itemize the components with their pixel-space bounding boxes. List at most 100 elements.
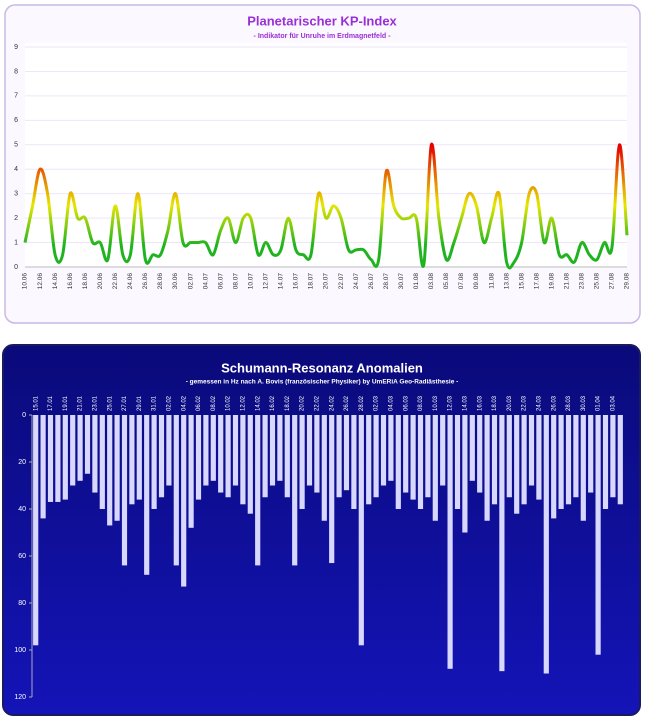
x-tick-label: 14.07 [278,273,285,290]
bar [299,415,305,509]
bar [158,415,165,498]
y-tick-label: 8 [14,68,18,75]
bar [262,415,268,498]
x-tick-label: 22.07 [338,273,345,290]
x-tick-label: 27.01 [122,395,128,411]
x-tick-label: 20.07 [323,273,330,290]
bar [432,415,438,521]
bar [144,415,150,575]
bar [558,415,564,509]
bar [595,415,601,655]
bar [440,415,446,486]
x-tick-label: 21.08 [564,273,571,290]
bar [173,415,179,566]
bar [373,415,379,498]
x-tick-label: 28.06 [157,273,164,290]
bar [499,415,505,672]
x-tick-label: 31.01 [152,395,158,411]
bar [573,415,579,498]
bar [380,415,387,486]
x-tick-label: 12.02 [240,395,246,411]
bar [388,415,394,481]
x-tick-label: 27.08 [609,273,616,290]
x-tick-label: 04.03 [388,395,394,411]
bar [188,415,194,528]
x-tick-label: 23.08 [579,273,586,290]
x-tick-label: 01.08 [413,273,420,290]
bar [403,415,409,493]
x-tick-label: 10.03 [433,395,439,411]
bar [151,415,157,509]
y-tick-label: 6 [14,117,18,124]
x-tick-label: 28.03 [566,395,572,411]
bar [314,415,320,493]
x-tick-label: 24.03 [536,395,542,411]
x-tick-label: 12.07 [263,273,270,290]
x-tick-label: 30.03 [581,395,587,411]
x-tick-label: 05.08 [443,273,450,290]
bar [543,415,549,674]
bar [514,415,520,514]
bar [129,415,135,505]
bar [92,415,98,493]
x-tick-label: 10.02 [226,395,232,411]
x-tick-label: 11.08 [488,273,495,289]
chart-title: Schumann-Resonanz Anomalien [221,360,423,375]
bar [336,415,342,498]
x-tick-label: 20.06 [97,273,104,290]
bar [321,415,327,521]
bar [306,415,313,486]
x-tick-label: 17.01 [48,395,54,411]
x-tick-label: 18.03 [492,395,498,411]
x-tick-label: 14.06 [52,273,59,290]
x-tick-label: 10.06 [22,273,29,290]
bar [536,415,542,500]
bar [107,415,113,526]
x-tick-label: 25.08 [594,273,601,290]
x-tick-label: 30.07 [398,273,405,290]
y-tick-label: 3 [14,191,18,198]
x-tick-label: 28.02 [359,395,365,411]
bar [491,415,498,505]
bar [329,415,335,564]
x-tick-label: 25.01 [107,395,113,411]
x-tick-label: 16.02 [270,395,276,411]
x-tick-label: 19.01 [63,395,69,411]
bar [284,415,290,498]
bar [484,415,490,521]
x-tick-label: 17.08 [533,273,540,290]
y-tick-label: 120 [14,694,26,701]
x-tick-label: 16.07 [293,273,300,290]
x-tick-label: 12.03 [448,395,454,411]
bar [277,415,283,481]
x-tick-label: 26.02 [344,395,350,411]
bar [255,415,261,566]
bar [181,415,187,587]
x-tick-label: 12.06 [37,273,44,290]
x-tick-label: 14.03 [462,395,468,411]
bar [602,415,609,509]
y-tick-label: 20 [18,459,26,466]
bar [99,415,105,509]
x-tick-label: 08.02 [211,395,217,411]
bar [506,415,512,498]
x-tick-label: 16.03 [477,395,483,411]
x-tick-label: 09.08 [473,273,480,290]
bar [477,415,483,493]
x-tick-label: 18.02 [285,395,291,411]
chart-subtitle: - gemessen in Hz nach A. Bovis (französi… [186,379,459,386]
bar [462,415,468,533]
x-tick-label: 21.01 [78,395,84,411]
bar [33,415,39,646]
y-tick-label: 0 [22,412,26,419]
bar [395,415,401,509]
x-tick-label: 02.03 [374,395,380,411]
bar [580,415,586,521]
y-tick-label: 9 [14,44,18,51]
x-tick-label: 16.06 [67,273,74,290]
x-tick-label: 01.04 [596,395,602,411]
x-tick-label: 06.02 [196,395,202,411]
x-tick-label: 26.07 [368,273,375,290]
bar [358,415,364,646]
